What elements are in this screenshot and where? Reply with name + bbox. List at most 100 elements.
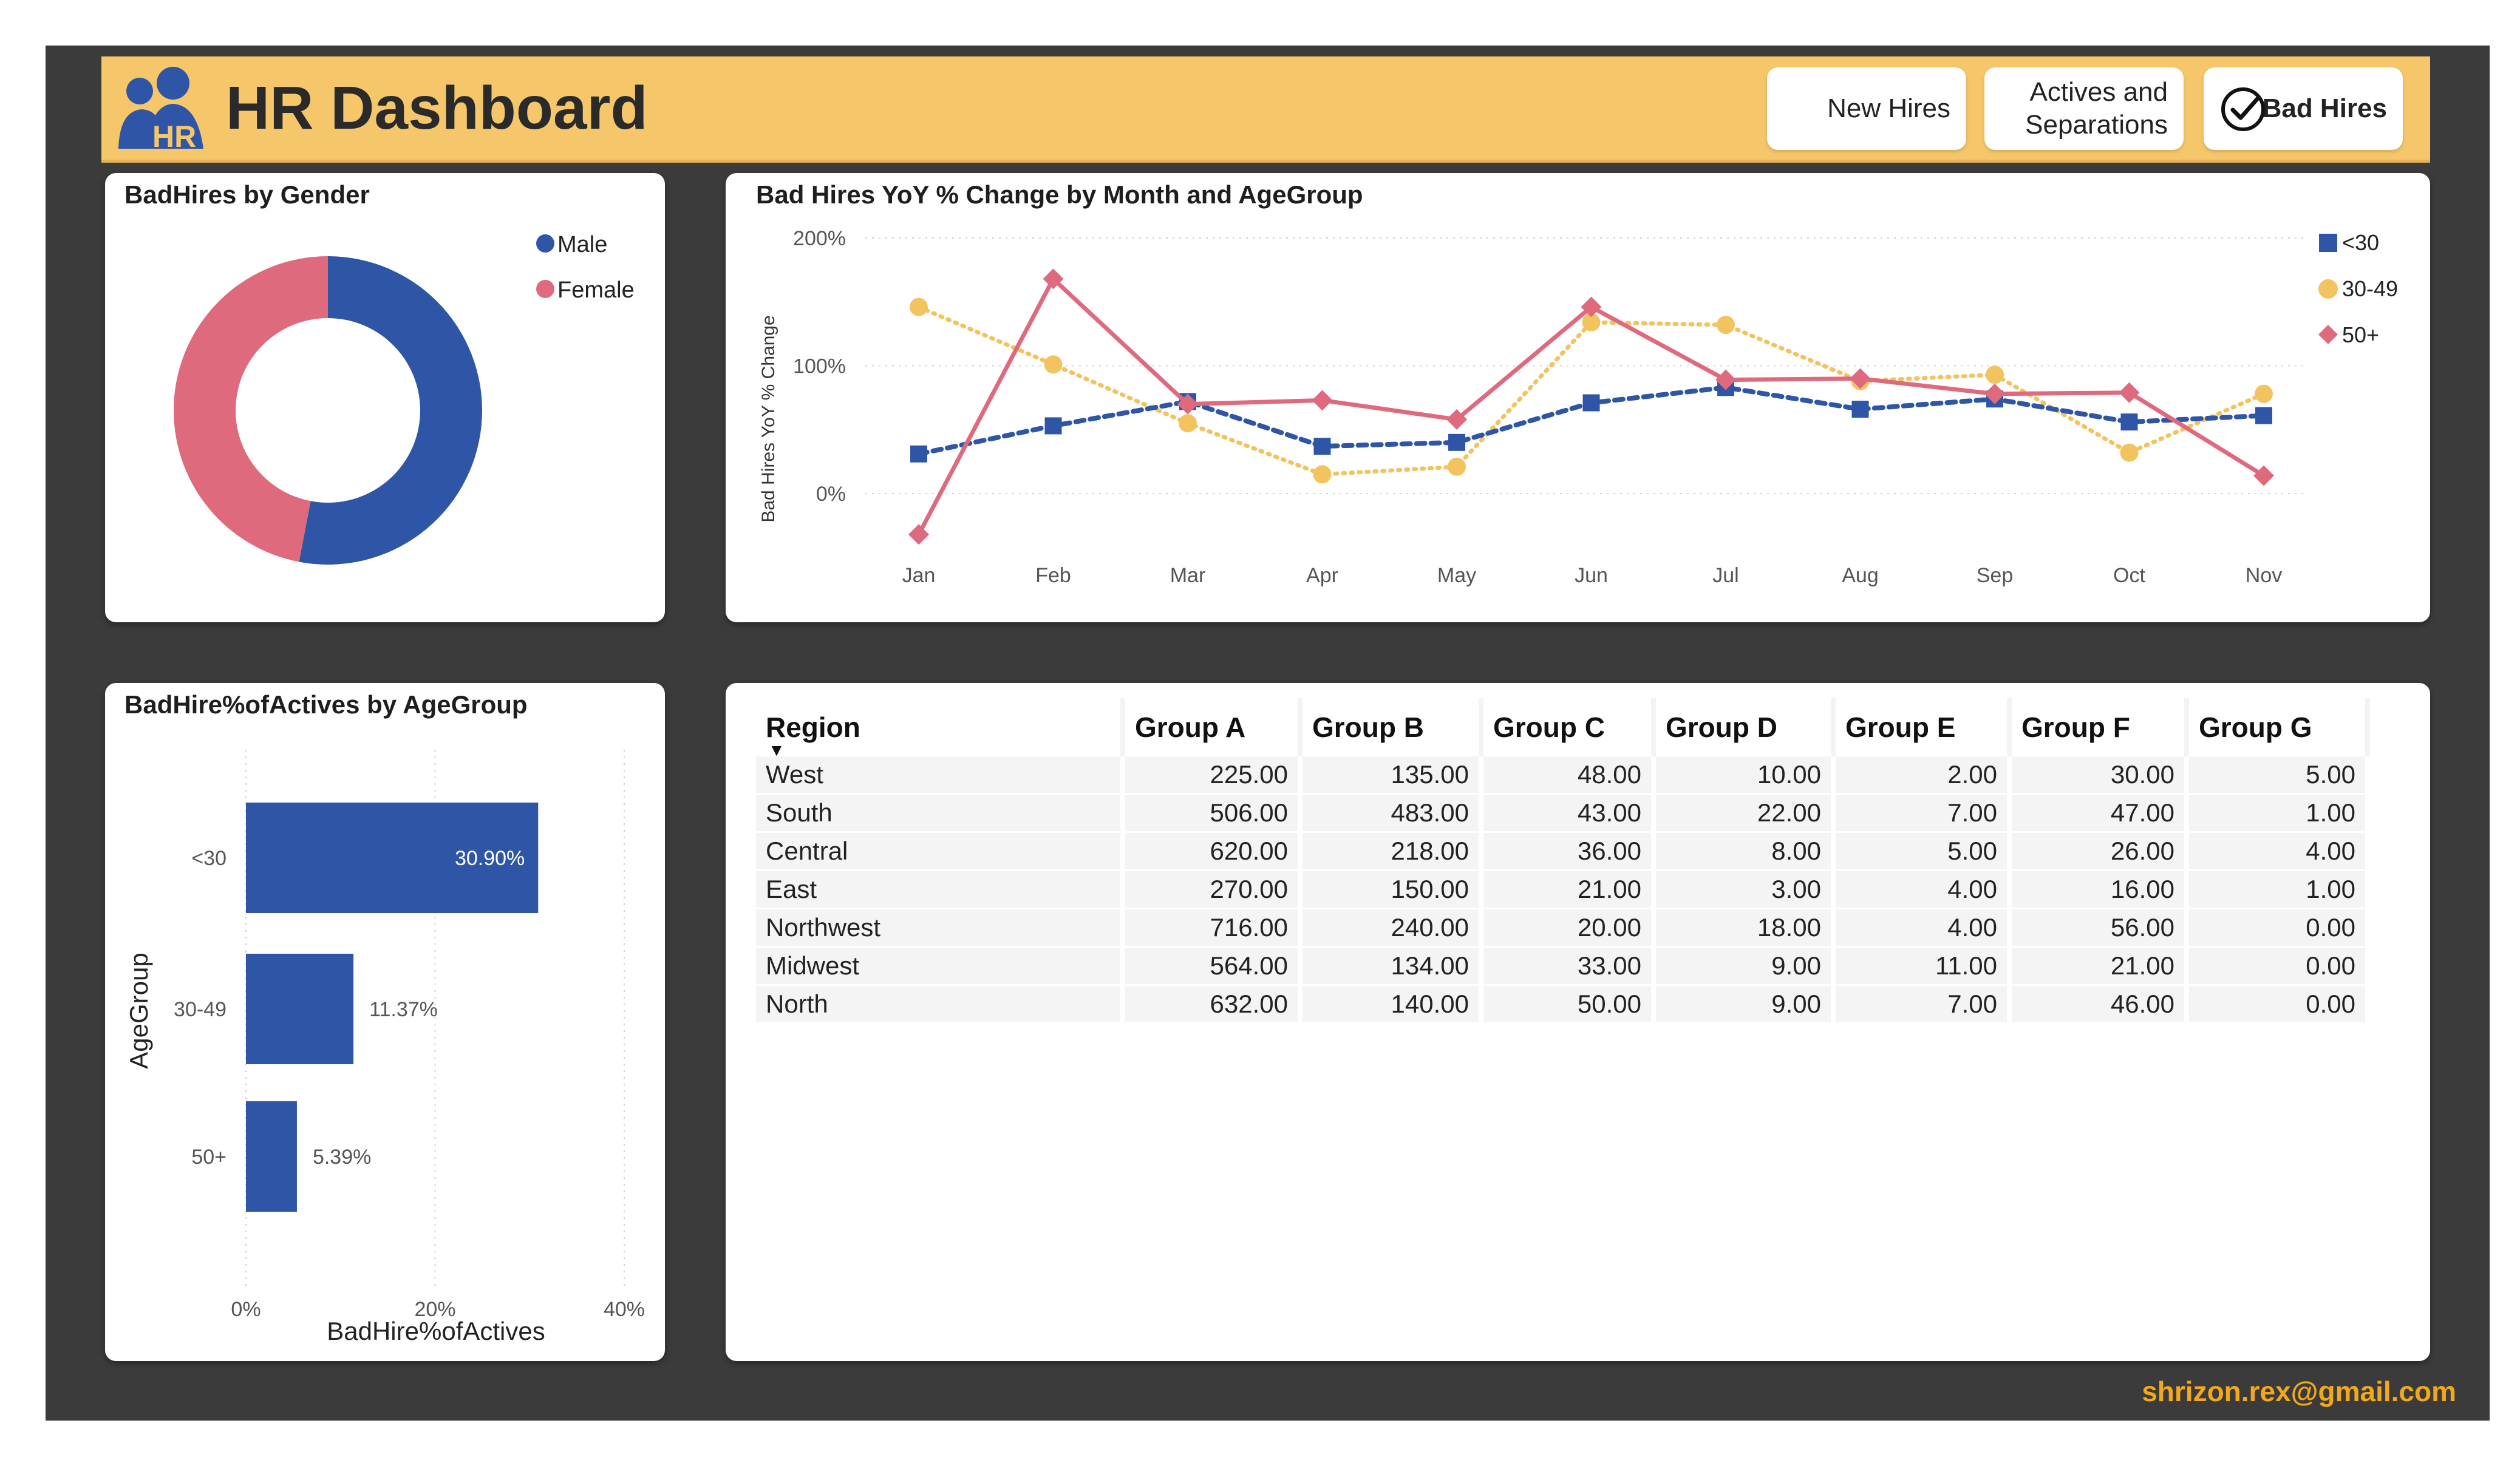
table-row: West 225.00 135.00 48.00 10.00 2.00 30.00 5.00 <box>756 756 2370 795</box>
series-50plus-point <box>1177 393 1198 415</box>
x-tick-label: Nov <box>2246 564 2282 587</box>
value-cell: 1.00 <box>2189 871 2370 909</box>
y-tick-label: 200% <box>793 227 846 250</box>
series-30-49-point <box>1313 465 1332 484</box>
value-cell: 18.00 <box>1656 909 1836 948</box>
x-tick-label: Aug <box>1842 564 1879 587</box>
column-header-region[interactable]: Region ▼ <box>756 698 1125 759</box>
region-cell: Northwest <box>756 909 1125 948</box>
region-cell: Central <box>756 833 1125 871</box>
value-cell: 21.00 <box>1483 871 1656 909</box>
series-lt30-point <box>2255 407 2272 424</box>
value-cell: 135.00 <box>1303 756 1483 795</box>
legend-female-label: Female <box>557 277 635 303</box>
series-lt30-point <box>1448 433 1465 451</box>
gender-card: BadHires by Gender Male Female <box>105 173 665 622</box>
y-tick-label: 0% <box>816 483 846 506</box>
series-30-49-point <box>1044 355 1063 374</box>
value-cell: 240.00 <box>1303 909 1483 948</box>
x-tick-label: Jun <box>1575 564 1608 587</box>
legend-lt30-marker <box>2319 234 2337 252</box>
value-cell: 16.00 <box>2012 871 2189 909</box>
value-cell: 225.00 <box>1125 756 1303 795</box>
actives-separations-button[interactable]: Actives and Separations <box>1984 67 2184 150</box>
value-cell: 9.00 <box>1656 986 1836 1024</box>
value-cell: 716.00 <box>1125 909 1303 948</box>
donut-slice-male[interactable] <box>299 256 482 565</box>
region-cell: North <box>756 986 1125 1024</box>
series-30-49-point <box>2255 384 2273 403</box>
value-cell: 36.00 <box>1483 833 1656 871</box>
value-cell: 4.00 <box>2189 833 2370 871</box>
column-header-group-c[interactable]: Group C <box>1483 698 1656 756</box>
series-50plus-point <box>2253 465 2274 486</box>
x-tick-label: Feb <box>1035 564 1071 587</box>
value-cell: 632.00 <box>1125 986 1303 1024</box>
value-cell: 10.00 <box>1656 756 1836 795</box>
yoy-line-card-title: Bad Hires YoY % Change by Month and AgeG… <box>756 180 1363 209</box>
age-bar-chart: 0% 20% 40% <30 30.90% 30-49 11.37% 50+ 5.39% Ag… <box>124 750 645 1345</box>
column-header-group-g[interactable]: Group G <box>2189 698 2370 756</box>
series-50plus-point <box>1984 383 2005 404</box>
bar-50+[interactable] <box>246 1101 297 1212</box>
check-circle-icon <box>2221 87 2265 131</box>
sort-arrow-icon[interactable]: ▼ <box>768 741 785 759</box>
column-header-group-e[interactable]: Group E <box>1836 698 2012 756</box>
new-hires-button[interactable]: New Hires <box>1767 67 1966 150</box>
value-cell: 0.00 <box>2189 909 2370 948</box>
column-header-group-f[interactable]: Group F <box>2012 698 2189 756</box>
column-header-group-a[interactable]: Group A <box>1125 698 1303 756</box>
gender-legend: Male Female <box>536 232 635 303</box>
value-cell: 21.00 <box>2012 948 2189 986</box>
region-cell: East <box>756 871 1125 909</box>
legend-male-marker <box>536 234 554 253</box>
bar-x-tick-label: 40% <box>604 1298 645 1321</box>
table-row: Midwest 564.00 134.00 33.00 9.00 11.00 21.00 0.… <box>756 948 2370 986</box>
value-cell: 218.00 <box>1303 833 1483 871</box>
value-cell: 56.00 <box>2012 909 2189 948</box>
bar-<30[interactable] <box>246 803 539 913</box>
series-50plus-point <box>1446 409 1467 430</box>
column-header-group-d[interactable]: Group D <box>1656 698 1836 756</box>
series-lt30-point <box>1044 417 1062 435</box>
series-50plus-point <box>908 524 929 545</box>
donut-slice-female[interactable] <box>173 256 328 562</box>
age-bar-card-title: BadHire%ofActives by AgeGroup <box>124 690 528 719</box>
series-30-49-point <box>2120 443 2139 462</box>
series-lt30-point <box>2120 413 2138 431</box>
value-cell: 506.00 <box>1125 795 1303 833</box>
value-cell: 134.00 <box>1303 948 1483 986</box>
value-cell: 26.00 <box>2012 833 2189 871</box>
x-tick-label: Mar <box>1170 564 1206 587</box>
bad-hires-label: Bad Hires <box>2262 93 2387 123</box>
table-row: Central 620.00 218.00 36.00 8.00 5.00 26.00 4.0… <box>756 833 2370 871</box>
bar-data-label: 30.90% <box>455 847 525 870</box>
bar-data-label: 11.37% <box>369 998 438 1021</box>
value-cell: 9.00 <box>1656 948 1836 986</box>
series-lt30-point <box>910 445 927 463</box>
bad-hires-button[interactable]: Bad Hires <box>2204 67 2403 150</box>
column-header-group-b[interactable]: Group B <box>1303 698 1483 756</box>
bar-y-axis-label: AgeGroup <box>124 953 153 1068</box>
value-cell: 8.00 <box>1656 833 1836 871</box>
bar-30-49[interactable] <box>246 954 354 1064</box>
value-cell: 0.00 <box>2189 986 2370 1024</box>
value-cell: 33.00 <box>1483 948 1656 986</box>
series-50plus-point <box>1312 390 1333 411</box>
yoy-line-chart: 200% 100% 0% Bad Hires YoY % Change Jan Feb… <box>758 227 2398 587</box>
region-table-card: Region ▼ Group A Group B Group C Group D Group… <box>726 683 2430 1361</box>
bar-x-tick-label: 0% <box>231 1298 261 1321</box>
value-cell: 5.00 <box>1836 833 2012 871</box>
x-tick-label: Jul <box>1712 564 1738 587</box>
value-cell: 47.00 <box>2012 795 2189 833</box>
value-cell: 150.00 <box>1303 871 1483 909</box>
value-cell: 11.00 <box>1836 948 2012 986</box>
series-30-49-point <box>1717 316 1735 335</box>
legend-female-marker <box>536 280 554 298</box>
bar-data-label: 5.39% <box>313 1146 371 1169</box>
legend-50plus-label: 50+ <box>2342 322 2379 347</box>
x-tick-label: Oct <box>2113 564 2145 587</box>
line-legend: <30 30-49 50+ <box>2318 230 2398 347</box>
value-cell: 620.00 <box>1125 833 1303 871</box>
actives-separations-label: Actives and Separations <box>2025 77 2168 140</box>
